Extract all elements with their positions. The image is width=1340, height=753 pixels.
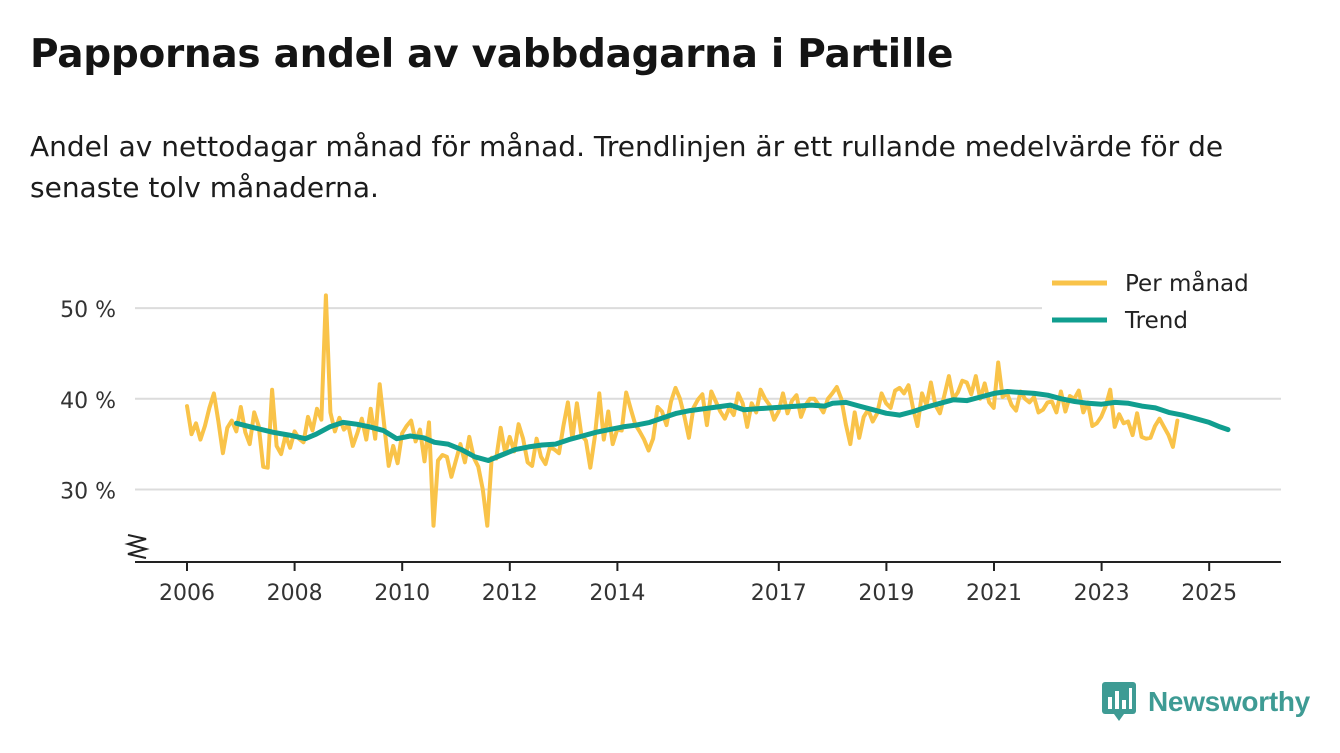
axis-break-icon [124, 534, 150, 559]
x-tick-label: 2012 [482, 581, 538, 606]
x-tick-label: 2017 [751, 581, 807, 606]
x-tick-label: 2019 [858, 581, 914, 606]
y-tick-label: 50 % [60, 298, 116, 323]
y-tick-label: 40 % [60, 389, 116, 414]
legend-background [1042, 264, 1282, 348]
brand-name: Newsworthy [1148, 686, 1310, 717]
series-lines [185, 293, 1231, 528]
x-tick-label: 2023 [1074, 581, 1130, 606]
legend: Per månad Trend [1042, 264, 1282, 348]
y-tick-label: 30 % [60, 479, 116, 504]
legend-label: Per månad [1125, 269, 1249, 297]
y-axis-ticks: 30 % 40 % 50 % [60, 298, 116, 504]
x-axis: 2006 2008 2010 2012 2014 2017 2019 2021 2023 2025 [124, 534, 1281, 606]
series-line-trend [234, 389, 1231, 463]
newsworthy-logo-icon [1102, 682, 1136, 721]
x-tick-label: 2021 [966, 581, 1022, 606]
x-tick-label: 2025 [1181, 581, 1237, 606]
x-tick-label: 2014 [589, 581, 645, 606]
chart-subtitle: Andel av nettodagar månad för månad. Tre… [30, 130, 1224, 204]
brand-logo: Newsworthy [1102, 682, 1310, 722]
legend-label: Trend [1124, 308, 1188, 334]
series-line-per-manad [185, 293, 1180, 528]
x-tick-label: 2010 [374, 581, 430, 606]
x-tick-label: 2006 [159, 581, 215, 606]
chart-title: Pappornas andel av vabbdagarna i Partill… [30, 32, 954, 77]
x-tick-label: 2008 [267, 581, 323, 606]
